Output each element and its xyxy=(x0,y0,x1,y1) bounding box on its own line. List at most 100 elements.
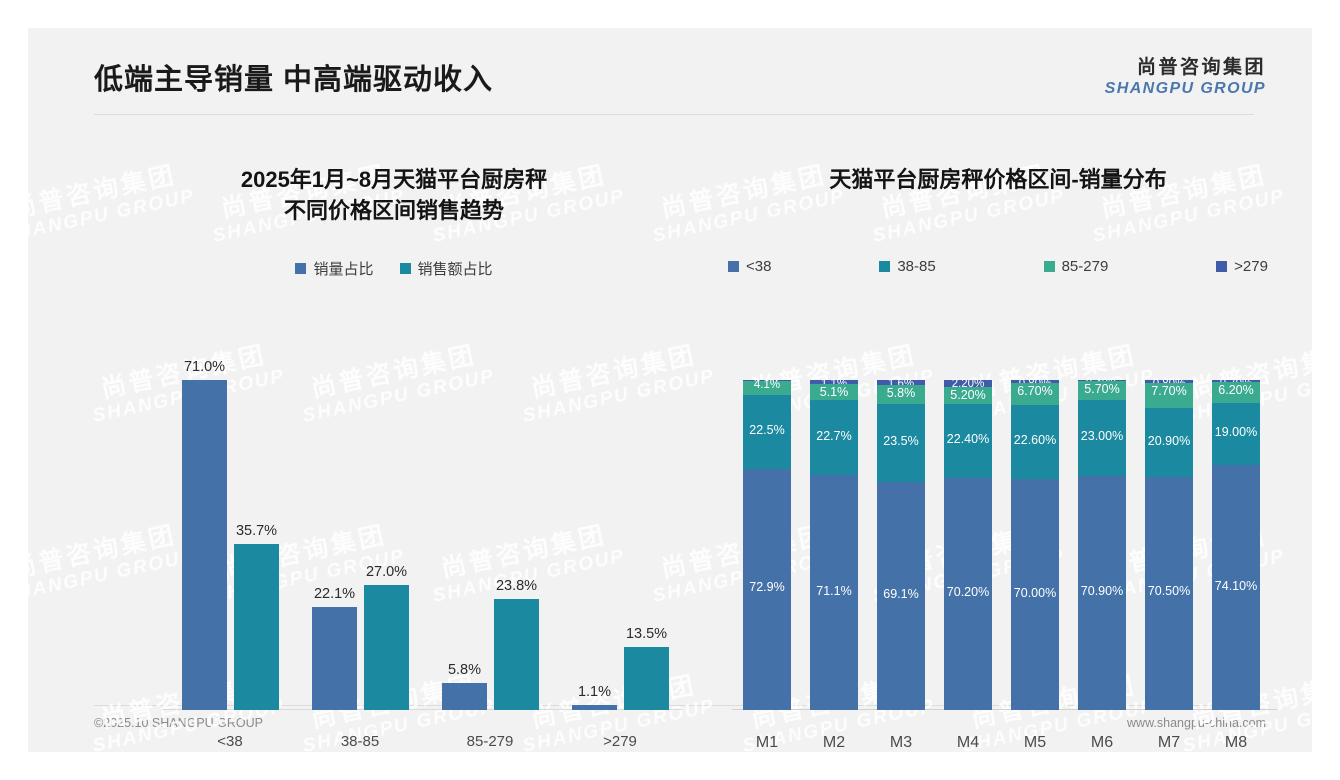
bar-rect xyxy=(442,683,487,710)
legend-label: <38 xyxy=(746,258,772,275)
chart-left-title-line1: 2025年1月~8月天猫平台厨房秤 xyxy=(240,167,548,192)
bar-rect xyxy=(364,584,409,710)
legend-item-销量占比[interactable]: 销量占比 xyxy=(295,258,374,279)
stacked-bar-group-M3: 1.6% 5.8% 23.5% 69.1% M3 xyxy=(870,370,932,751)
legend-item-38-85[interactable]: 38-85 xyxy=(879,258,936,275)
stack-segment-M5-38-85: 22.60% xyxy=(1011,404,1059,480)
stack-segment-M1-<38: 72.9% xyxy=(743,469,791,710)
stack-segment-value-label: 70.00% xyxy=(1013,585,1057,600)
stacked-bar-M5[interactable]: 0.80%6.70%22.60%70.00% xyxy=(1011,378,1059,711)
stack-segment-value-label: 22.40% xyxy=(946,432,990,447)
stack-segment-value-label: 70.50% xyxy=(1147,584,1191,599)
bar-rect xyxy=(234,544,279,710)
chart-right-legend: <38 38-85 85-279 >279 xyxy=(728,258,1268,275)
stacked-bar-M4[interactable]: 2.20% 5.20% 22.40% 70.20% xyxy=(944,378,992,710)
legend-label: 38-85 xyxy=(897,258,936,275)
footer-copyright: ©2025.10 SHANGPU GROUP xyxy=(94,716,263,730)
stacked-bar-group-M7: 0.80%7.70%20.90%70.50%M7 xyxy=(1138,370,1200,751)
logo-text-cn: 尚普咨询集团 xyxy=(1136,57,1266,78)
x-axis-label-main: 38-85 xyxy=(340,733,380,750)
legend-swatch-icon xyxy=(879,261,891,272)
stack-segment-value-label: 70.20% xyxy=(946,585,990,600)
stack-segment-value-label: 20.90% xyxy=(1147,433,1191,448)
stack-segment-value-label: 19.00% xyxy=(1214,425,1258,440)
stack-segment-value-label: 5.8% xyxy=(886,386,916,401)
legend-item-销售额占比[interactable]: 销售额占比 xyxy=(399,258,493,279)
legend-label: 85-279 xyxy=(1061,258,1109,275)
bar-group-38-85: 22.1%27.0%38-85（中低价位） xyxy=(300,370,420,750)
stack-segment-value-label: 74.10% xyxy=(1214,578,1258,593)
stack-segment-value-label: 6.20% xyxy=(1218,383,1254,398)
stacked-bar-M7[interactable]: 0.80%7.70%20.90%70.50% xyxy=(1145,378,1193,710)
brand-logo: 尚普咨询集团 SHANGPU GROUP xyxy=(1105,57,1266,98)
bar-85-279-销售额占比[interactable]: 23.8% xyxy=(494,578,539,710)
legend-item-85-279[interactable]: 85-279 xyxy=(1043,258,1109,275)
x-axis-label->279: >279（高价位） xyxy=(545,731,695,752)
x-axis-label-M2: M2 xyxy=(822,734,846,751)
stack-segment-M1-85-279: 4.1% xyxy=(743,379,791,395)
bar->279-销售额占比[interactable]: 13.5% xyxy=(624,626,669,710)
x-axis-label-M5: M5 xyxy=(1023,734,1047,751)
header-divider xyxy=(94,114,1254,115)
stack-segment-M7-38-85: 20.90% xyxy=(1145,408,1193,477)
stack-segment-value-label: 4.1% xyxy=(753,379,781,392)
stacked-bar-group-M1: 0.4%4.1%22.5%72.9%M1 xyxy=(736,370,798,751)
stack-segment-M8-38-85: 19.00% xyxy=(1212,402,1260,466)
stack-segment-M5-<38: 70.00% xyxy=(1011,479,1059,711)
stack-segment-M4-38-85: 22.40% xyxy=(944,404,992,479)
bar-38-85-销量占比[interactable]: 22.1% xyxy=(312,586,357,710)
x-axis-label-<38: <38（低价位） xyxy=(155,731,305,752)
stack-segment-value-label: 22.60% xyxy=(1013,433,1057,448)
footer-website: www.shangpu-china.com xyxy=(1127,716,1266,730)
x-axis-label-M6: M6 xyxy=(1090,734,1114,751)
legend-swatch-icon xyxy=(295,263,307,274)
stacked-bar-M8[interactable]: 0.70%6.20%19.00%74.10% xyxy=(1212,378,1260,710)
stack-segment-value-label: 69.1% xyxy=(883,586,919,601)
logo-text-en: SHANGPU GROUP xyxy=(1104,79,1266,97)
chart-left-title: 2025年1月~8月天猫平台厨房秤 不同价格区间销售趋势 xyxy=(94,164,694,226)
chart-left-grouped-bar: 2025年1月~8月天猫平台厨房秤 不同价格区间销售趋势 销量占比 销售额占比 7… xyxy=(94,148,694,750)
bar-value-label: 1.1% xyxy=(577,683,612,700)
stack-segment-M6-38-85: 23.00% xyxy=(1078,400,1126,476)
stacked-bar-M3[interactable]: 1.6% 5.8% 23.5% 69.1% xyxy=(877,378,925,710)
bar-group->279: 1.1%13.5%>279（高价位） xyxy=(560,370,680,750)
bar-value-label: 22.1% xyxy=(313,586,356,603)
stack-segment-M8-<38: 74.10% xyxy=(1212,465,1260,710)
stack-segment-M8-85-279: 6.20% xyxy=(1212,382,1260,403)
stack-segment-M6-<38: 70.90% xyxy=(1078,476,1126,710)
x-axis-label-M8: M8 xyxy=(1224,734,1248,751)
chart-right-title-line1: 天猫平台厨房秤价格区间-销量分布 xyxy=(829,167,1167,192)
chart-left-legend: 销量占比 销售额占比 xyxy=(94,258,694,279)
stack-segment-M2-38-85: 22.7% xyxy=(810,400,858,476)
bar-38-85-销售额占比[interactable]: 27.0% xyxy=(364,564,409,710)
legend-swatch-icon xyxy=(1216,261,1228,272)
stacked-bar-M2[interactable]: 1.1%5.1%22.7%71.1% xyxy=(810,378,858,710)
stack-segment-M2-<38: 71.1% xyxy=(810,475,858,710)
stack-segment-value-label: 71.1% xyxy=(816,583,852,598)
bar-value-label: 35.7% xyxy=(235,523,278,540)
stacked-bar-M1[interactable]: 0.4%4.1%22.5%72.9% xyxy=(743,378,791,710)
stack-segment-M7-<38: 70.50% xyxy=(1145,477,1193,710)
legend-label: 销量占比 xyxy=(313,261,374,278)
page-title: 低端主导销量 中高端驱动收入 xyxy=(94,64,494,96)
bar-group-<38: 71.0%35.7%<38（低价位） xyxy=(170,359,290,750)
stack-segment-M4-85-279: 5.20% xyxy=(944,387,992,405)
stacked-bar-group-M6: 0.40%5.70%23.00%70.90% M6 xyxy=(1071,370,1133,751)
stack-segment-value-label: 22.5% xyxy=(749,422,785,437)
x-axis-label-M7: M7 xyxy=(1157,734,1181,751)
bar-<38-销量占比[interactable]: 71.0% xyxy=(182,359,227,710)
bar-value-label: 5.8% xyxy=(447,662,482,679)
stacked-bar-group-M4: 2.20% 5.20% 22.40% 70.20% M4 xyxy=(937,370,999,751)
legend-item-<38[interactable]: <38 xyxy=(728,258,771,275)
bar-<38-销售额占比[interactable]: 35.7% xyxy=(234,523,279,710)
chart-left-x-axis xyxy=(162,709,682,710)
bar-85-279-销量占比[interactable]: 5.8% xyxy=(442,662,487,710)
bar->279-销量占比[interactable]: 1.1% xyxy=(572,684,617,710)
stacked-bar-M6[interactable]: 0.40%5.70%23.00%70.90% xyxy=(1078,378,1126,710)
legend-swatch-icon xyxy=(728,261,739,272)
legend-label: >279 xyxy=(1234,258,1268,275)
stack-segment-value-label: 5.1% xyxy=(819,384,849,399)
x-axis-label-M1: M1 xyxy=(755,734,779,751)
legend-item->279[interactable]: >279 xyxy=(1216,258,1268,275)
